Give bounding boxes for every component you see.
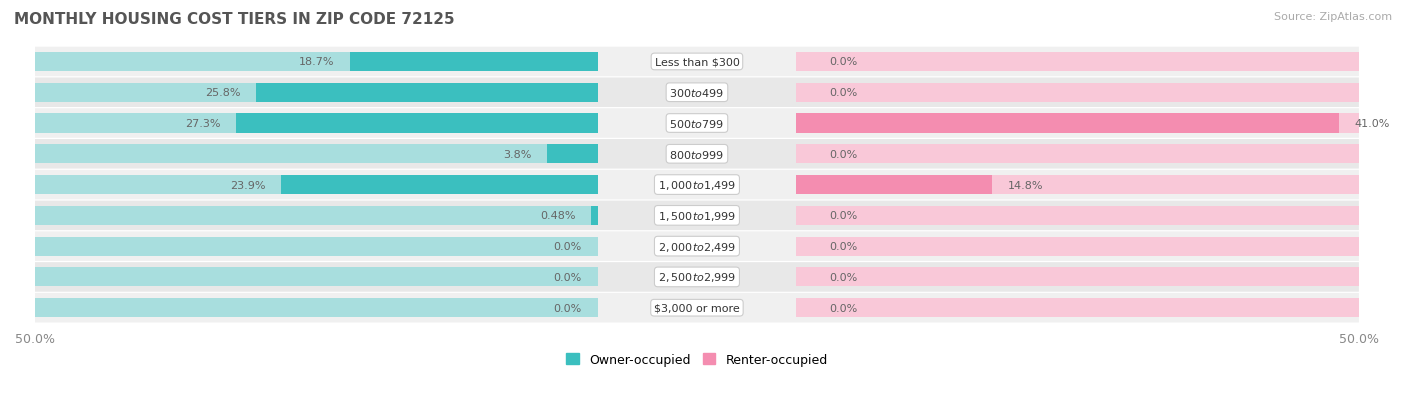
Bar bbox=[592, 206, 598, 225]
Bar bbox=[35, 268, 598, 287]
Bar bbox=[256, 83, 598, 102]
Text: 27.3%: 27.3% bbox=[184, 119, 221, 129]
FancyBboxPatch shape bbox=[35, 140, 1358, 169]
Bar bbox=[796, 114, 1339, 133]
Bar bbox=[547, 145, 598, 164]
Text: Less than $300: Less than $300 bbox=[655, 57, 740, 67]
Text: 23.9%: 23.9% bbox=[229, 180, 266, 190]
Text: $500 to $799: $500 to $799 bbox=[669, 118, 724, 130]
Bar bbox=[796, 176, 1358, 195]
Text: 18.7%: 18.7% bbox=[298, 57, 335, 67]
Bar bbox=[350, 53, 598, 72]
Text: 0.0%: 0.0% bbox=[830, 242, 858, 252]
Text: 0.0%: 0.0% bbox=[830, 303, 858, 313]
Bar bbox=[35, 176, 598, 195]
Bar bbox=[796, 114, 1358, 133]
FancyBboxPatch shape bbox=[35, 109, 1358, 138]
Text: 0.0%: 0.0% bbox=[554, 303, 582, 313]
Text: 0.0%: 0.0% bbox=[830, 211, 858, 221]
Text: Source: ZipAtlas.com: Source: ZipAtlas.com bbox=[1274, 12, 1392, 22]
Bar bbox=[796, 268, 1358, 287]
Bar bbox=[35, 53, 598, 72]
Bar bbox=[236, 114, 598, 133]
Text: MONTHLY HOUSING COST TIERS IN ZIP CODE 72125: MONTHLY HOUSING COST TIERS IN ZIP CODE 7… bbox=[14, 12, 454, 27]
FancyBboxPatch shape bbox=[35, 78, 1358, 108]
Bar bbox=[796, 176, 993, 195]
Text: 0.0%: 0.0% bbox=[554, 242, 582, 252]
Bar bbox=[796, 83, 1358, 102]
Bar bbox=[35, 299, 598, 318]
Text: 14.8%: 14.8% bbox=[1008, 180, 1043, 190]
FancyBboxPatch shape bbox=[35, 293, 1358, 323]
FancyBboxPatch shape bbox=[35, 47, 1358, 77]
Text: $2,000 to $2,499: $2,000 to $2,499 bbox=[658, 240, 737, 253]
Text: $800 to $999: $800 to $999 bbox=[669, 148, 724, 160]
Bar bbox=[35, 83, 598, 102]
FancyBboxPatch shape bbox=[35, 171, 1358, 200]
Bar bbox=[281, 176, 598, 195]
Bar bbox=[35, 206, 598, 225]
Text: 0.0%: 0.0% bbox=[554, 272, 582, 282]
Text: 0.0%: 0.0% bbox=[830, 57, 858, 67]
Text: 25.8%: 25.8% bbox=[205, 88, 240, 98]
Legend: Owner-occupied, Renter-occupied: Owner-occupied, Renter-occupied bbox=[561, 348, 832, 371]
Text: $300 to $499: $300 to $499 bbox=[669, 87, 724, 99]
Bar bbox=[796, 53, 1358, 72]
Bar bbox=[796, 206, 1358, 225]
Text: $2,500 to $2,999: $2,500 to $2,999 bbox=[658, 271, 737, 284]
FancyBboxPatch shape bbox=[35, 201, 1358, 230]
Text: $1,000 to $1,499: $1,000 to $1,499 bbox=[658, 179, 737, 192]
Text: 0.48%: 0.48% bbox=[540, 211, 575, 221]
Text: 0.0%: 0.0% bbox=[830, 272, 858, 282]
FancyBboxPatch shape bbox=[35, 263, 1358, 292]
Text: 3.8%: 3.8% bbox=[503, 150, 531, 159]
Text: 0.0%: 0.0% bbox=[830, 150, 858, 159]
Bar bbox=[796, 299, 1358, 318]
Bar bbox=[796, 237, 1358, 256]
Text: $3,000 or more: $3,000 or more bbox=[654, 303, 740, 313]
Bar bbox=[35, 145, 598, 164]
Bar bbox=[796, 145, 1358, 164]
FancyBboxPatch shape bbox=[35, 232, 1358, 261]
Bar bbox=[35, 237, 598, 256]
Text: 41.0%: 41.0% bbox=[1355, 119, 1391, 129]
Text: $1,500 to $1,999: $1,500 to $1,999 bbox=[658, 209, 737, 222]
Bar bbox=[35, 114, 598, 133]
Text: 0.0%: 0.0% bbox=[830, 88, 858, 98]
